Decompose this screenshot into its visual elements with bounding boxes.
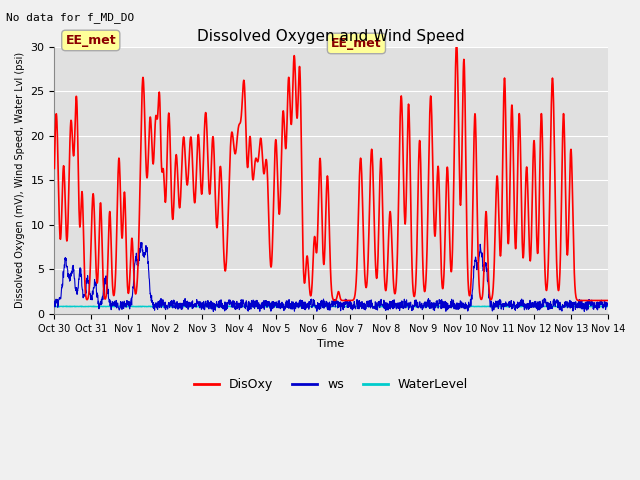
Title: Dissolved Oxygen and Wind Speed: Dissolved Oxygen and Wind Speed [197,29,465,44]
X-axis label: Time: Time [317,339,345,349]
Text: EE_met: EE_met [331,37,381,50]
Text: EE_met: EE_met [65,34,116,47]
Y-axis label: Dissolved Oxygen (mV), Wind Speed, Water Lvl (psi): Dissolved Oxygen (mV), Wind Speed, Water… [15,52,25,309]
Legend: DisOxy, ws, WaterLevel: DisOxy, ws, WaterLevel [189,373,473,396]
Text: No data for f_MD_DO: No data for f_MD_DO [6,12,134,23]
